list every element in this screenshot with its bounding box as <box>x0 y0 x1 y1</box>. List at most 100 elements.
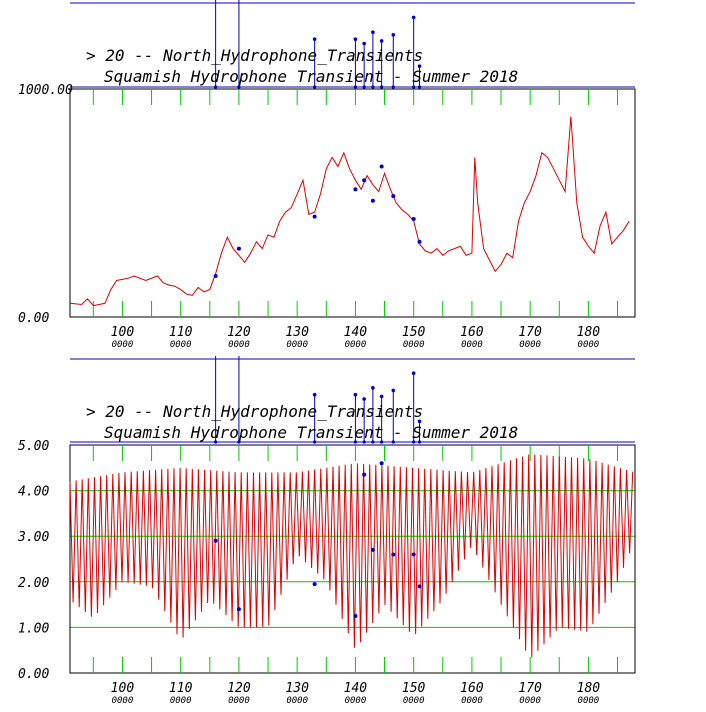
event-stem-base-marker <box>371 85 375 89</box>
event-marker <box>411 216 416 221</box>
x-tick-label: 120 <box>227 681 251 696</box>
event-marker <box>353 187 358 192</box>
x-tick-label: 160 <box>460 325 484 340</box>
event-stem-top-marker <box>371 386 375 390</box>
x-tick-sublabel: 0000 <box>403 340 425 350</box>
event-stem-base-marker <box>237 440 241 444</box>
event-marker <box>411 552 416 557</box>
x-tick-sublabel: 0000 <box>578 340 600 350</box>
event-stem-base-marker <box>353 440 358 444</box>
event-marker <box>379 164 384 169</box>
x-tick-sublabel: 0000 <box>519 340 541 350</box>
plot-area <box>69 444 636 674</box>
event-stem-base-marker <box>214 85 218 89</box>
event-stem-base-marker <box>417 440 422 444</box>
event-stem-base-marker <box>313 85 317 89</box>
series-line <box>69 454 634 658</box>
tick-marks <box>92 445 619 673</box>
event-stem-top-marker <box>411 15 416 20</box>
plot-area <box>69 88 636 318</box>
chart-panel-bottom: > 20 -- North_Hydrophone_Transients Squa… <box>17 356 636 706</box>
event-stem-base-marker <box>412 85 416 89</box>
event-marker <box>362 178 367 183</box>
x-tick-sublabel: 0000 <box>461 340 483 350</box>
y-tick-label: 3.00 <box>17 530 49 545</box>
chart-subtitle: Squamish Hydrophone Transient - Summer 2… <box>104 67 518 86</box>
x-tick-sublabel: 0000 <box>519 696 541 706</box>
event-marker <box>370 547 375 552</box>
event-marker <box>379 461 384 466</box>
event-strip-top <box>70 0 635 89</box>
event-strip-bottom <box>70 356 635 444</box>
series-line <box>69 116 630 307</box>
x-tick-label: 180 <box>577 325 601 340</box>
x-tick-labels: 1000000110000012000001300000140000015000… <box>111 681 601 706</box>
event-stem-top-marker <box>362 41 366 46</box>
event-stem-top-marker <box>417 419 422 424</box>
x-tick-label: 110 <box>169 681 193 696</box>
event-stem-top-marker <box>379 394 384 399</box>
event-marker <box>213 538 218 543</box>
x-tick-label: 130 <box>285 681 309 696</box>
event-stem-base-marker <box>417 85 422 89</box>
x-tick-label: 120 <box>227 325 251 340</box>
event-stem-base-marker <box>214 440 218 444</box>
event-marker <box>312 214 317 219</box>
x-tick-sublabel: 0000 <box>286 696 308 706</box>
event-marker <box>213 273 218 278</box>
x-tick-sublabel: 0000 <box>345 696 367 706</box>
event-stem-base-marker <box>362 85 366 89</box>
event-stem-top-marker <box>362 397 366 401</box>
event-stem-top-marker <box>353 37 358 41</box>
chart-subtitle: Squamish Hydrophone Transient - Summer 2… <box>104 423 518 442</box>
x-tick-sublabel: 0000 <box>170 696 192 706</box>
x-tick-sublabel: 0000 <box>228 340 250 350</box>
event-stem-base-marker <box>412 440 416 444</box>
x-tick-label: 170 <box>518 325 542 340</box>
event-marker <box>391 194 396 199</box>
event-stem-top-marker <box>379 39 384 43</box>
event-stem-base-marker <box>380 440 384 444</box>
x-tick-label: 100 <box>111 325 135 340</box>
y-tick-label: 2.00 <box>18 576 49 591</box>
chart-title: > 20 -- North_Hydrophone_Transients <box>86 46 423 65</box>
event-markers <box>213 461 422 618</box>
x-tick-sublabel: 0000 <box>403 696 425 706</box>
event-stem-top-marker <box>391 388 396 393</box>
event-marker <box>370 198 375 203</box>
event-stem-top-marker <box>371 30 375 34</box>
event-stem-top-marker <box>312 392 317 397</box>
event-marker <box>417 239 422 244</box>
y-tick-labels: 0.00 1.00 2.00 3.00 4.00 5.00 <box>17 439 49 682</box>
event-stem-base-marker <box>353 85 358 89</box>
chart-panel-top: > 20 -- North_Hydrophone_Transients Squa… <box>18 0 636 350</box>
event-stem-base-marker <box>391 440 395 444</box>
event-marker <box>417 584 422 589</box>
event-stem-base-marker <box>371 440 375 444</box>
x-tick-label: 100 <box>111 681 135 696</box>
x-tick-sublabel: 0000 <box>345 340 367 350</box>
y-tick-label: 1000.00 <box>18 83 73 98</box>
x-tick-sublabel: 0000 <box>112 696 134 706</box>
x-tick-label: 130 <box>285 325 309 340</box>
event-stem-base-marker <box>313 440 317 444</box>
y-tick-label: 5.00 <box>18 439 49 454</box>
y-tick-label: 4.00 <box>18 485 49 500</box>
tick-marks <box>92 89 619 317</box>
chart-title: > 20 -- North_Hydrophone_Transients <box>86 402 423 421</box>
event-stem-top-marker <box>391 33 396 37</box>
x-tick-label: 110 <box>169 325 193 340</box>
x-tick-sublabel: 0000 <box>578 696 600 706</box>
event-stem-base-marker <box>380 85 384 89</box>
event-marker <box>391 552 396 557</box>
x-tick-sublabel: 0000 <box>286 340 308 350</box>
event-marker <box>353 614 358 618</box>
x-tick-labels: 1000000110000012000001300000140000015000… <box>111 325 601 350</box>
y-tick-label: 1.00 <box>18 621 49 636</box>
x-tick-label: 180 <box>577 681 601 696</box>
event-stem-top-marker <box>312 37 317 41</box>
x-tick-label: 150 <box>402 325 426 340</box>
event-stem-top-marker <box>411 371 416 376</box>
event-stem-base-marker <box>237 85 241 89</box>
